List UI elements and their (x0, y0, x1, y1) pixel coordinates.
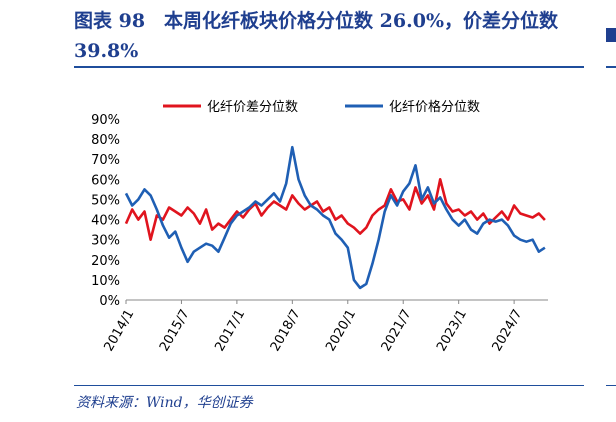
x-tick-label: 2020/1 (323, 307, 359, 354)
series-price-line (124, 145, 546, 290)
line-chart: 0% 10% 20% 30% 40% 50% 60% 70% 80% 90% 2014/1 2015/… (91, 99, 548, 354)
y-tick-label: 50% (91, 193, 120, 208)
x-tick-label: 2015/7 (157, 307, 193, 354)
legend-label: 化纤价格分位数 (389, 99, 480, 115)
x-tick-label: 2018/7 (268, 307, 304, 354)
y-tick-label: 70% (91, 153, 120, 168)
next-column-title-mark (606, 28, 616, 42)
legend-label: 化纤价差分位数 (207, 100, 298, 115)
source-rule (74, 385, 584, 386)
next-column-rule (606, 66, 616, 68)
next-column-bottom-rule (606, 385, 616, 386)
y-tick-label: 30% (91, 234, 120, 249)
title-rule (74, 66, 584, 68)
series-spread-line (124, 178, 546, 241)
x-tick-label: 2021/7 (379, 307, 415, 354)
source-note: 资料来源：Wind，华创证券 (76, 395, 253, 411)
y-tick-label: 40% (91, 214, 120, 229)
y-tick-label: 0% (99, 294, 120, 309)
x-tick-label: 2023/1 (434, 307, 470, 354)
x-tick-label: 2017/1 (212, 307, 248, 354)
x-tick-label: 2014/1 (101, 307, 137, 354)
x-tick-label: 2024/7 (490, 307, 526, 354)
figure-title: 图表 98 本周化纤板块价格分位数 26.0%，价差分位数 39.8% (74, 10, 559, 62)
y-tick-label: 10% (91, 274, 120, 289)
y-tick-label: 80% (91, 133, 120, 148)
y-tick-label: 20% (91, 254, 120, 269)
y-tick-label: 90% (91, 113, 120, 128)
y-tick-label: 60% (91, 173, 120, 188)
